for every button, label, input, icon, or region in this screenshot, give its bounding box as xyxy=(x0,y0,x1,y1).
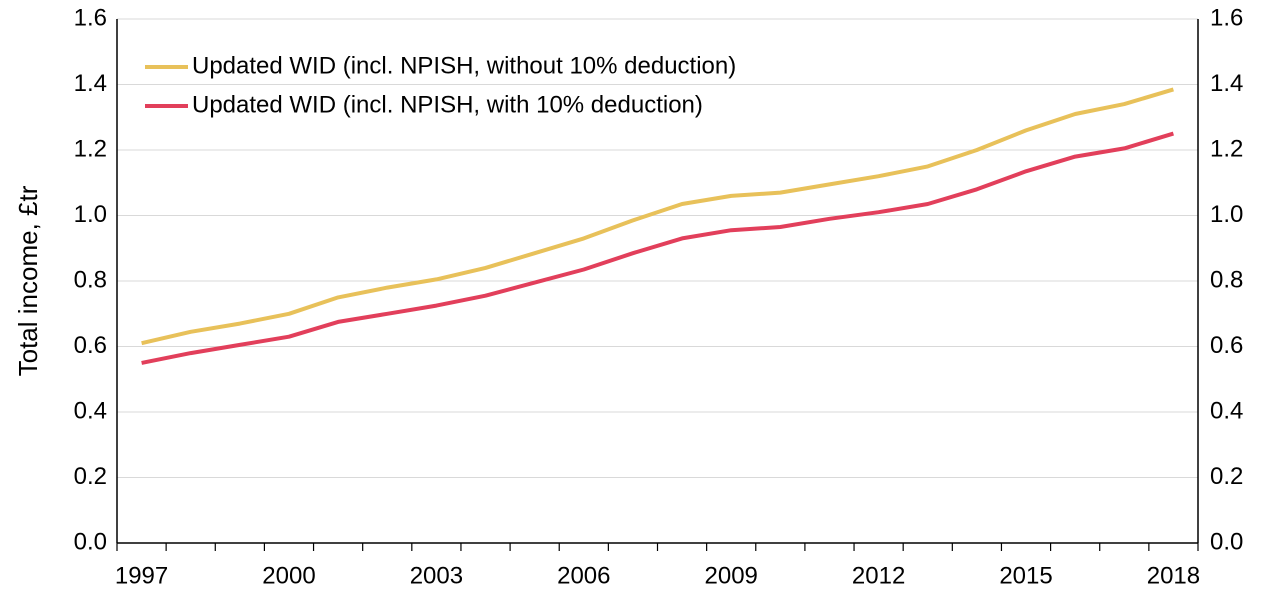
y-tick-label: 1.6 xyxy=(74,4,107,31)
y2-tick-label: 1.0 xyxy=(1210,201,1243,228)
y2-tick-label: 0.8 xyxy=(1210,266,1243,293)
data-line xyxy=(141,87,1174,346)
legend-label: Updated WID (incl. NPISH, with 10% deduc… xyxy=(192,91,703,118)
y-tick-label: 0.8 xyxy=(74,266,107,293)
y2-tick-label: 0.2 xyxy=(1210,463,1243,490)
y2-tick-label: 1.4 xyxy=(1210,70,1243,97)
x-tick-label: 2015 xyxy=(999,562,1052,589)
x-tick-label: 2018 xyxy=(1147,562,1200,589)
y2-tick-label: 1.6 xyxy=(1210,4,1243,31)
y-tick-label: 1.4 xyxy=(74,70,107,97)
y-tick-label: 0.2 xyxy=(74,463,107,490)
y-tick-label: 1.0 xyxy=(74,201,107,228)
data-line xyxy=(141,131,1174,365)
y-tick-label: 0.4 xyxy=(74,397,107,424)
y2-tick-label: 0.6 xyxy=(1210,332,1243,359)
x-tick-label: 2003 xyxy=(410,562,463,589)
y-tick-label: 0.6 xyxy=(74,332,107,359)
y2-tick-label: 1.2 xyxy=(1210,135,1243,162)
x-tick-label: 2009 xyxy=(705,562,758,589)
x-tick-label: 2000 xyxy=(262,562,315,589)
y2-tick-label: 0.4 xyxy=(1210,397,1243,424)
x-tick-label: 1997 xyxy=(115,562,168,589)
legend-label: Updated WID (incl. NPISH, without 10% de… xyxy=(192,52,736,79)
x-tick-label: 2012 xyxy=(852,562,905,589)
y2-tick-label: 0.0 xyxy=(1210,528,1243,555)
y-axis-label: Total income, £tr xyxy=(13,185,43,376)
y-tick-label: 1.2 xyxy=(74,135,107,162)
x-tick-label: 2006 xyxy=(557,562,610,589)
y-tick-label: 0.0 xyxy=(74,528,107,555)
